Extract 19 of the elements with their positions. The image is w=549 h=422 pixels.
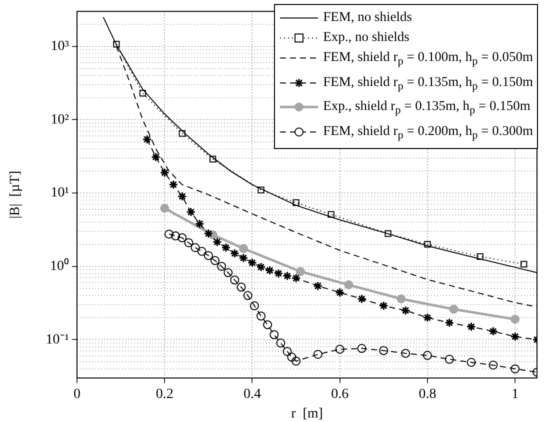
legend-label: FEM, shield r$_{p}$ = 0.135m, h$_{p}$ = 0.150m — [323, 74, 533, 92]
legend-label: FEM, shield r$_{p}$ = 0.200m, h$_{p}$ = 0.300m — [323, 123, 533, 142]
x-tick-label: 0.6 — [331, 387, 349, 402]
x-tick-label: 0 — [74, 387, 80, 402]
x-tick-label: 0.2 — [156, 387, 174, 402]
x-axis-title: r [m] — [291, 406, 323, 422]
y-tick-label: 10⁰ — [50, 258, 69, 274]
y-tick-label: 10² — [50, 112, 69, 128]
x-tick-label: 0.4 — [243, 387, 261, 402]
legend-label: Exp., no shields — [323, 29, 410, 44]
legend-label: Exp., shield r$_{p}$ = 0.135m, h$_{p}$ = 0.150m — [323, 98, 530, 118]
legend-label: FEM, no shields — [323, 9, 412, 24]
y-axis-title: |B| [µT] — [8, 170, 24, 219]
y-tick-label: 10⁻¹ — [46, 332, 69, 348]
x-tick-label: 1 — [512, 387, 519, 402]
x-tick-label: 0.8 — [418, 387, 436, 402]
y-tick-label: 10³ — [50, 39, 69, 54]
legend-label: FEM, shield r$_{p}$ = 0.100m, h$_{p}$ = 0.050m — [323, 49, 533, 68]
y-tick-label: 10¹ — [50, 186, 69, 201]
